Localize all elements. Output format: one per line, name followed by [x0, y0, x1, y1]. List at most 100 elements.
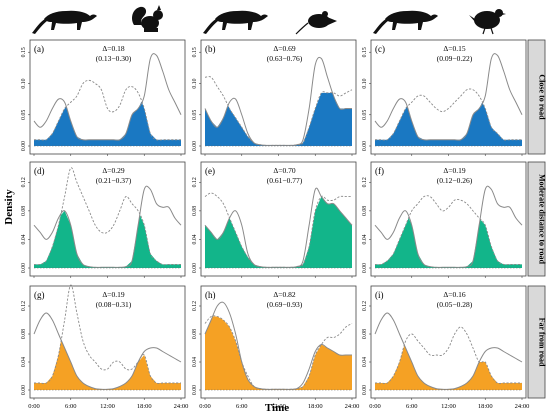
overlap-area [205, 196, 352, 268]
overlap-area [205, 316, 352, 390]
y-tick-label: 0.15 [192, 47, 198, 57]
strip-background [527, 39, 546, 155]
row-strip: Close to road [527, 39, 547, 155]
panel-d: 0.00 0.04 0.08 0.12 (d) Δ=0.29(0.21−0.37) [21, 161, 186, 278]
panel-letter: (b) [205, 44, 216, 54]
row-strip-label: Close to road [538, 74, 547, 120]
overlap-area [205, 92, 352, 146]
y-tick-label: 0.00 [362, 385, 368, 395]
y-tick-label: 0.08 [21, 329, 27, 339]
y-tick-label: 0.08 [362, 329, 368, 339]
y-tick-label: 0.00 [192, 263, 198, 273]
overlap-area [375, 218, 522, 268]
x-tick-label: 0:00 [199, 403, 211, 410]
predator-density-curve [204, 56, 352, 146]
y-tick-label: 0.10 [192, 78, 198, 88]
predator-density-curve [33, 53, 182, 141]
row-strip: Far from road [527, 285, 547, 399]
panel-h: 0.00 0.04 0.08 0.12 0:00 6:00 12:00 18:00 24:00 (… [192, 285, 359, 410]
predator-density-curve [374, 53, 523, 141]
panel-g: 0.00 0.04 0.08 0.12 0:00 6:00 12:00 18:00 24:00 (… [21, 284, 189, 410]
squirrel-icon [132, 5, 163, 32]
y-tick-label: 0.10 [362, 78, 368, 88]
panel-letter: (c) [375, 44, 385, 54]
y-tick-label: 0.15 [362, 47, 368, 57]
panel-letter: (i) [375, 290, 384, 300]
y-tick-label: 0.08 [21, 206, 27, 216]
prey-density-curve [374, 195, 522, 266]
overlap-coefficient: Δ=0.19 [102, 290, 124, 299]
confidence-interval: (0.08−0.31) [96, 300, 132, 309]
x-tick-label: 6:00 [236, 403, 248, 410]
y-tick-label: 0.08 [192, 329, 198, 339]
confidence-interval: (0.69−0.93) [267, 300, 303, 309]
y-tick-label: 0.08 [192, 206, 198, 216]
civet-icon [203, 10, 268, 34]
y-tick-label: 0.05 [362, 110, 368, 120]
overlap-area [375, 102, 522, 146]
y-tick-label: 0.00 [192, 385, 198, 395]
overlap-coefficient: Δ=0.15 [443, 44, 465, 53]
y-tick-label: 0.04 [21, 357, 27, 367]
predator-density-curve [33, 185, 182, 268]
overlap-area [375, 345, 522, 390]
row-strip-label: Far from road [538, 318, 547, 367]
y-tick-label: 0.04 [362, 357, 368, 367]
y-tick-label: 0.00 [21, 263, 27, 273]
y-tick-label: 0.05 [21, 110, 27, 120]
y-tick-label: 0.04 [21, 234, 27, 244]
y-tick-label: 0.15 [21, 47, 27, 57]
y-tick-label: 0.12 [362, 301, 368, 311]
y-tick-label: 0.00 [362, 141, 368, 151]
confidence-interval: (0.21−0.37) [96, 176, 132, 185]
y-tick-label: 0.10 [21, 78, 27, 88]
y-tick-label: 0.12 [362, 177, 368, 187]
y-tick-label: 0.00 [21, 141, 27, 151]
y-tick-label: 0.12 [21, 177, 27, 187]
prey-density-curve [33, 167, 181, 266]
confidence-interval: (0.63−0.76) [267, 54, 303, 63]
rat-icon [295, 11, 337, 35]
predator-density-curve [204, 301, 352, 390]
predator-density-curve [374, 185, 523, 268]
x-tick-label: 0:00 [369, 403, 381, 410]
panel-letter: (f) [375, 166, 384, 176]
panel-b: 0.00 0.05 0.10 0.15 (b) Δ=0.69(0.63−0.76) [192, 39, 357, 156]
predator-density-curve [204, 187, 353, 268]
panel-c: 0.00 0.05 0.10 0.15 (c) Δ=0.15(0.09−0.22) [362, 39, 527, 156]
x-tick-label: 24:00 [174, 403, 189, 410]
y-tick-label: 0.05 [192, 110, 198, 120]
prey-density-curve [34, 284, 181, 384]
predator-density-curve [33, 312, 182, 390]
x-tick-label: 18:00 [478, 403, 493, 410]
y-tick-label: 0.00 [192, 141, 198, 151]
panel-a: 0.00 0.05 0.10 0.15 (a) Δ=0.18(0.13−0.30) [21, 39, 186, 156]
panel-letter: (a) [34, 44, 44, 54]
panel-letter: (d) [34, 166, 45, 176]
panel-e: 0.00 0.04 0.08 0.12 (e) Δ=0.70(0.61−0.77) [192, 161, 357, 278]
overlap-coefficient: Δ=0.16 [443, 290, 465, 299]
panel-letter: (h) [205, 290, 216, 300]
overlap-coefficient: Δ=0.19 [443, 166, 465, 175]
x-tick-label: 18:00 [308, 403, 323, 410]
y-tick-label: 0.12 [192, 301, 198, 311]
prey-density-curve [33, 79, 181, 141]
panel-f: 0.00 0.04 0.08 0.12 (f) Δ=0.19(0.12−0.26) [362, 161, 527, 278]
overlap-coefficient: Δ=0.29 [102, 166, 124, 175]
row-strip: Moderate distance to road [527, 161, 547, 277]
strip-background [527, 285, 546, 399]
x-tick-label: 18:00 [137, 403, 152, 410]
x-tick-label: 12:00 [441, 403, 456, 410]
overlap-area [34, 340, 181, 390]
x-axis-title: Time [265, 402, 289, 414]
y-tick-label: 0.04 [192, 234, 198, 244]
y-tick-label: 0.12 [192, 177, 198, 187]
prey-density-curve [204, 76, 353, 146]
predator-density-curve [374, 312, 523, 390]
strip-background [527, 161, 546, 277]
y-tick-label: 0.00 [362, 263, 368, 273]
confidence-interval: (0.09−0.22) [437, 54, 473, 63]
confidence-interval: (0.05−0.28) [437, 300, 473, 309]
overlap-coefficient: Δ=0.70 [273, 166, 295, 175]
x-tick-label: 12:00 [271, 403, 286, 410]
